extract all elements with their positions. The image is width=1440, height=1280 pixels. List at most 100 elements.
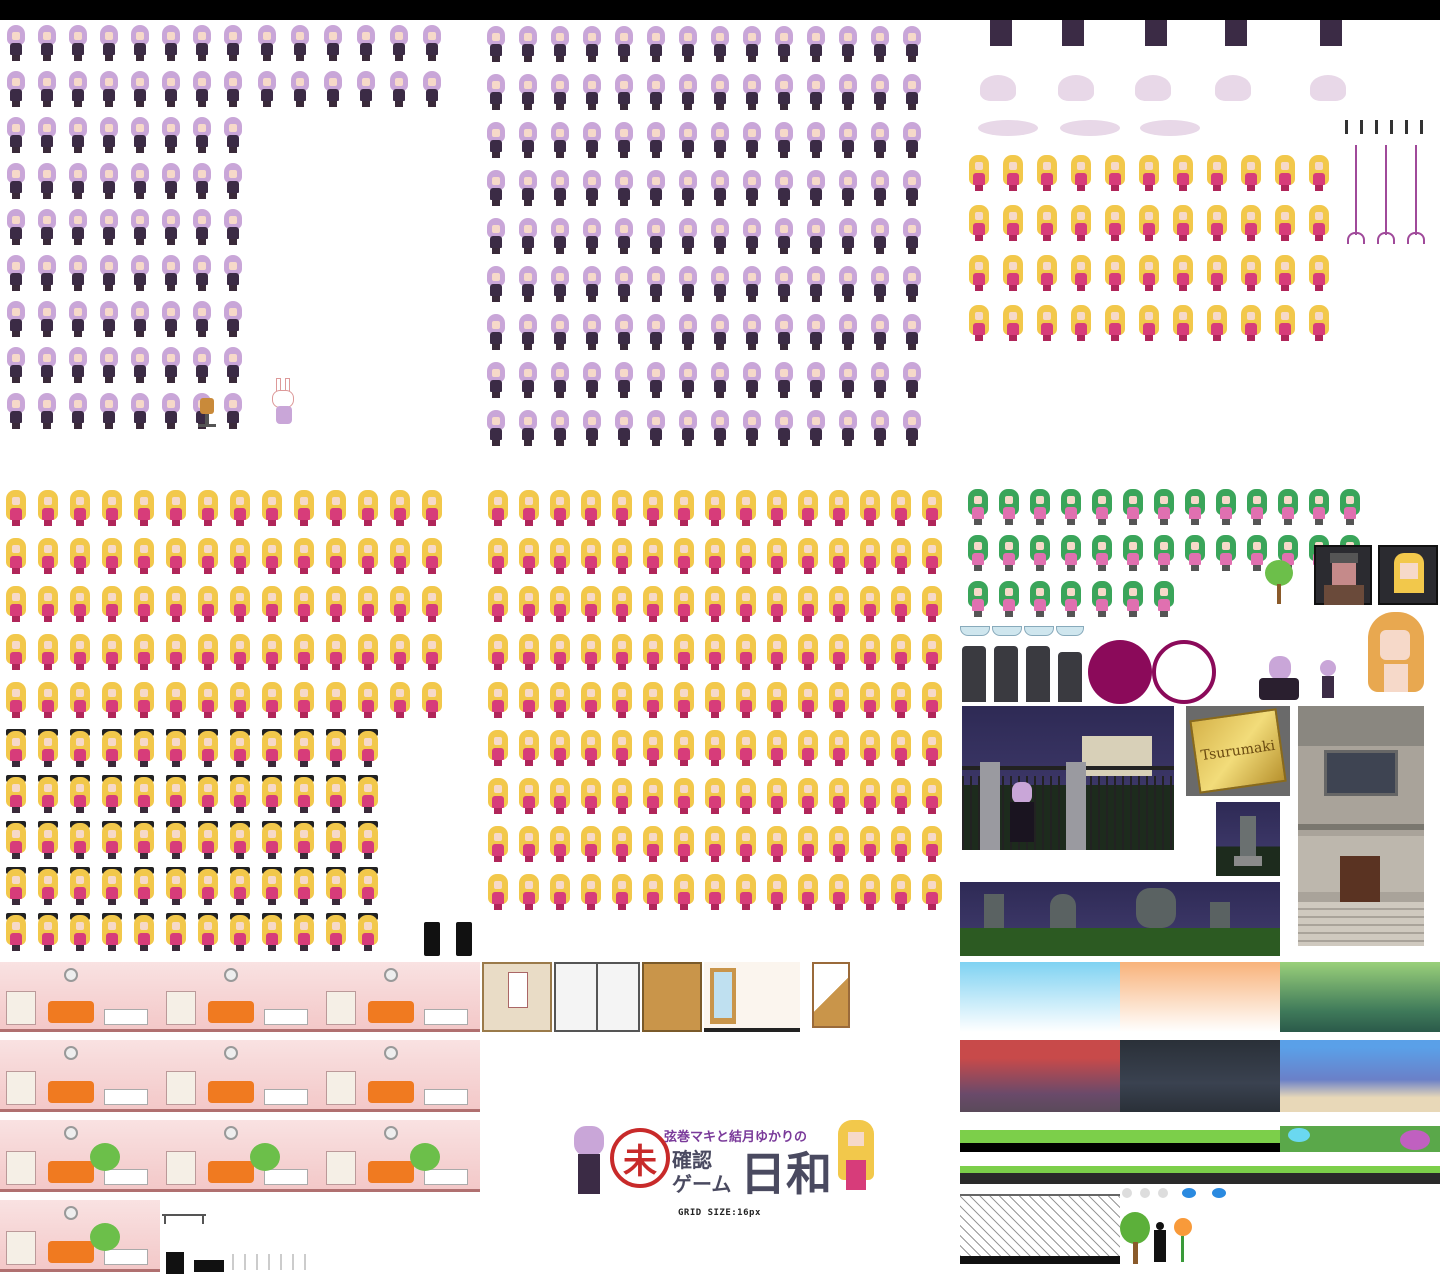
yukari-sprite xyxy=(160,71,182,107)
zunko-sprite xyxy=(967,489,989,525)
maki-sprite xyxy=(766,778,788,814)
maki-sprite xyxy=(165,538,187,574)
yukari-sprite xyxy=(36,71,58,107)
yukari-small-sprite xyxy=(1318,660,1338,700)
maki-sprite xyxy=(293,634,315,670)
yukari-sprite xyxy=(517,410,539,446)
yukari-sprite xyxy=(677,26,699,62)
maki-hat-sprite xyxy=(357,821,379,859)
maki-sprite xyxy=(1002,155,1024,191)
maki-sprite xyxy=(1206,305,1228,341)
maki-sprite xyxy=(1104,155,1126,191)
room-strip-4 xyxy=(0,1200,160,1272)
maki-sprite xyxy=(1308,305,1330,341)
zunko-sprite xyxy=(1277,535,1299,571)
room-sofa xyxy=(48,1161,94,1183)
flower-sprite xyxy=(1172,1218,1194,1262)
zunko-sprite xyxy=(1060,535,1082,571)
zunko-sprite xyxy=(1246,489,1268,525)
yukari-sprite xyxy=(517,362,539,398)
maki-sprite xyxy=(487,634,509,670)
maki-sprite xyxy=(325,538,347,574)
maki-sprite xyxy=(735,586,757,622)
maki-sprite xyxy=(797,682,819,718)
room-potted-tree xyxy=(90,1143,120,1171)
yukari-sprite xyxy=(222,163,244,199)
yukari-sprite xyxy=(613,170,635,206)
chain-link-fence-tile xyxy=(960,1194,1120,1264)
maki-sprite xyxy=(890,490,912,526)
maki-sprite xyxy=(921,490,943,526)
yukari-sprite xyxy=(129,25,151,61)
small-tree-sprite xyxy=(1262,560,1296,606)
maki-sprite xyxy=(5,490,27,526)
maki-sprite xyxy=(101,586,123,622)
maki-sprite xyxy=(1138,305,1160,341)
room-shelf xyxy=(166,991,196,1025)
maki-hat-sprite xyxy=(165,775,187,813)
room-shelf xyxy=(6,991,36,1025)
yukari-kneeling-sprite xyxy=(1255,656,1303,702)
yukari-sprite xyxy=(837,266,859,302)
yukari-sprite xyxy=(645,362,667,398)
maki-sprite xyxy=(611,490,633,526)
yukari-sprite xyxy=(901,26,923,62)
maki-sprite xyxy=(890,538,912,574)
yukari-sprite xyxy=(67,117,89,153)
maki-hat-sprite xyxy=(197,775,219,813)
maki-sprite xyxy=(828,874,850,910)
yukari-sprite xyxy=(805,74,827,110)
maki-sprite xyxy=(611,874,633,910)
maki-sprite xyxy=(704,538,726,574)
maki-sprite xyxy=(580,874,602,910)
maki-sprite xyxy=(642,778,664,814)
maki-sprite xyxy=(968,205,990,241)
room-sofa xyxy=(48,1001,94,1023)
maki-sprite xyxy=(704,778,726,814)
yukari-sprite xyxy=(5,301,27,337)
maki-sprite xyxy=(357,634,379,670)
maki-sprite xyxy=(735,682,757,718)
maki-sprite xyxy=(421,586,443,622)
yukari-sprite xyxy=(98,71,120,107)
yukari-sprite xyxy=(517,314,539,350)
maki-sprite xyxy=(859,730,881,766)
yukari-sprite xyxy=(485,410,507,446)
maki-sprite xyxy=(5,634,27,670)
yukari-sprite xyxy=(613,26,635,62)
room-shelf xyxy=(326,991,356,1025)
maki-hat-sprite xyxy=(133,913,155,951)
room-wall-clock xyxy=(224,1046,238,1060)
yukari-sprite xyxy=(613,218,635,254)
yukari-sprite xyxy=(901,362,923,398)
sky-night-gradient xyxy=(1120,1040,1280,1112)
maki-sprite xyxy=(165,634,187,670)
room-strip-1 xyxy=(0,962,480,1032)
maki-sprite xyxy=(1036,155,1058,191)
maki-hat-sprite xyxy=(165,729,187,767)
yukari-sprite xyxy=(67,347,89,383)
room-shelf xyxy=(166,1151,196,1185)
zunko-sprite xyxy=(967,535,989,571)
yukari-sprite xyxy=(805,26,827,62)
yukari-sprite xyxy=(613,266,635,302)
yukari-sprite xyxy=(98,301,120,337)
maki-sprite xyxy=(1240,255,1262,291)
yukari-sprite xyxy=(773,170,795,206)
maki-sprite xyxy=(133,538,155,574)
maki-sprite xyxy=(421,634,443,670)
yukari-sprite xyxy=(36,25,58,61)
yukari-sprite xyxy=(837,170,859,206)
night-mansion-gate-scene xyxy=(962,706,1174,850)
maki-sprite xyxy=(1138,155,1160,191)
shadow-figure-sprites xyxy=(960,646,1085,704)
yukari-sprite xyxy=(485,362,507,398)
silhouette-person-sprite xyxy=(1152,1222,1168,1262)
grid-size-label: GRID SIZE:16px xyxy=(678,1208,761,1218)
yukari-sprite xyxy=(901,314,923,350)
maki-sprite xyxy=(642,538,664,574)
zunko-sprite xyxy=(1091,535,1113,571)
maki-sprite xyxy=(890,730,912,766)
game-title-logo: 未 弦巻マキと結月ゆかりの 確認 ゲーム 日和 GRID SIZE:16px xyxy=(560,1118,880,1218)
sea-beach-gradient xyxy=(1280,1040,1440,1112)
